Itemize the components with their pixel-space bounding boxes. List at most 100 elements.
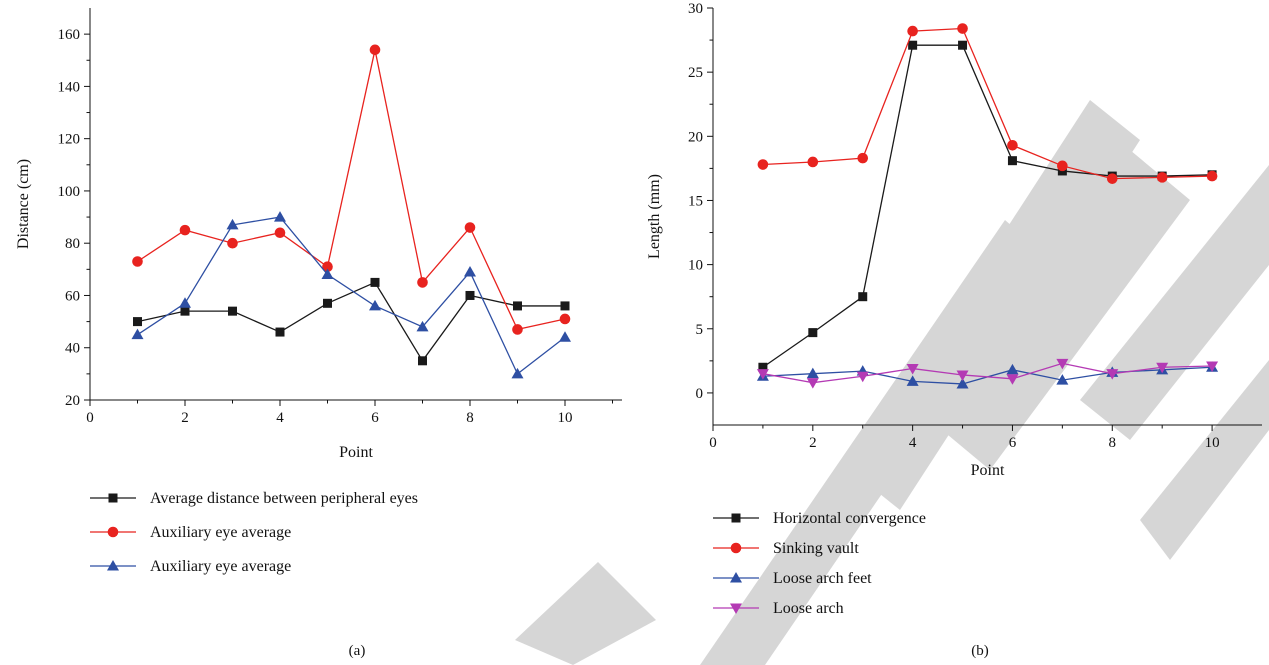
legend-marker-1 <box>108 493 118 503</box>
caption-a: (a) <box>349 643 366 659</box>
legend-b: Horizontal convergence Sinking vault Loose… <box>713 510 926 617</box>
y-axis-label: Length (mm) <box>646 174 663 259</box>
y-tick-label: 120 <box>58 132 81 148</box>
y-tick-label: 30 <box>688 1 703 17</box>
chart-a: 0 2 4 6 8 10 20 40 60 80 100 120 140 160 Point Distance… <box>15 8 622 461</box>
chart-b: 0 2 4 6 8 10 0 5 10 15 20 25 30 Point Length (mm) <box>646 1 1262 479</box>
series-2-point <box>957 23 968 34</box>
series-3-point <box>559 331 571 342</box>
legend-label-4: Loose arch <box>773 600 844 617</box>
series-1-point <box>228 306 237 316</box>
series-2-point <box>559 313 571 325</box>
series-2-point <box>132 256 143 267</box>
series-line-1 <box>137 281 565 362</box>
y-tick-label: 80 <box>65 236 80 252</box>
series-3-point <box>1056 374 1069 385</box>
series-2-point <box>512 324 523 335</box>
y-tick-label: 5 <box>696 322 704 338</box>
series-1-point <box>908 40 918 50</box>
series-2-point <box>1206 170 1218 182</box>
x-tick-label: 4 <box>276 410 284 426</box>
y-tick-label: 20 <box>688 129 703 145</box>
series-2-point <box>807 156 819 168</box>
x-tick-label: 8 <box>1109 435 1117 451</box>
series-2-point <box>1057 160 1068 172</box>
series-2-point <box>857 152 869 164</box>
legend-label-1: Average distance between peripheral eyes <box>150 490 418 507</box>
series-3-point <box>179 297 191 308</box>
y-tick-label: 15 <box>688 193 703 209</box>
x-axis-label: Point <box>971 462 1005 479</box>
series-2-point <box>757 159 769 170</box>
series-2-point <box>464 222 476 233</box>
x-tick-label: 6 <box>371 410 379 426</box>
series-1-point <box>1007 156 1017 166</box>
series-1-point <box>758 362 768 372</box>
series-1-point <box>180 306 190 316</box>
series-2-point <box>417 277 428 288</box>
series-4-point <box>1156 362 1169 374</box>
series-4-point <box>1006 374 1019 385</box>
series-line-3 <box>137 216 566 375</box>
legend-label-3: Auxiliary eye average <box>150 558 291 575</box>
x-tick-label: 6 <box>1009 435 1017 451</box>
x-tick-label: 8 <box>466 410 474 426</box>
series-1-point <box>418 356 427 366</box>
series-3-point <box>274 211 286 222</box>
series-4-point <box>856 371 869 383</box>
series-2-point <box>322 261 333 273</box>
x-tick-label: 10 <box>558 410 573 426</box>
series-3-point <box>956 377 969 389</box>
series-1-point <box>323 298 332 308</box>
watermark <box>515 100 1269 665</box>
series-2-point <box>1106 173 1118 184</box>
series-2-point <box>274 227 286 239</box>
legend-marker-3 <box>107 560 119 571</box>
y-axis-label: Distance (cm) <box>15 159 32 249</box>
series-1-point <box>560 301 570 311</box>
series-3-point <box>131 328 144 340</box>
series-3-point <box>906 375 919 386</box>
series-3-point <box>321 268 334 280</box>
legend-marker-4 <box>730 603 742 614</box>
series-line-2 <box>762 27 1213 180</box>
series-2-point <box>1156 172 1168 183</box>
y-tick-label: 20 <box>65 393 80 409</box>
series-1-point <box>370 277 380 287</box>
series-3-point <box>416 320 429 332</box>
x-tick-label: 10 <box>1205 435 1220 451</box>
legend-label-1: Horizontal convergence <box>773 510 926 527</box>
x-axis-label: Point <box>339 444 373 461</box>
legend-marker-2 <box>730 542 742 554</box>
x-tick-label: 0 <box>709 435 717 451</box>
legend-label-2: Auxiliary eye average <box>150 524 291 541</box>
series-1-point <box>808 328 818 338</box>
series-1-point <box>858 292 868 302</box>
y-tick-label: 60 <box>65 288 80 304</box>
x-tick-label: 2 <box>809 435 817 451</box>
y-tick-label: 100 <box>58 184 81 200</box>
series-3-point <box>464 265 476 277</box>
series-line-2 <box>137 49 566 331</box>
series-3-point <box>369 299 381 311</box>
series-4-point <box>1106 369 1119 380</box>
series-2-point <box>907 25 918 37</box>
x-tick-label: 4 <box>909 435 917 451</box>
y-tick-label: 10 <box>688 258 703 274</box>
series-3-point <box>511 367 524 379</box>
series-2-point <box>179 224 191 236</box>
series-1-point <box>958 40 968 50</box>
x-tick-label: 0 <box>86 410 94 426</box>
series-1-point <box>275 327 285 337</box>
series-4-point <box>756 369 769 380</box>
series-4-point <box>806 378 819 389</box>
series-1-point <box>133 317 142 327</box>
y-tick-label: 140 <box>58 79 81 95</box>
legend-marker-2 <box>107 526 119 538</box>
legend-label-2: Sinking vault <box>773 540 859 557</box>
legend-marker-3 <box>730 572 742 583</box>
y-tick-label: 25 <box>688 65 703 81</box>
y-tick-label: 40 <box>65 341 80 357</box>
caption-b: (b) <box>971 643 989 659</box>
